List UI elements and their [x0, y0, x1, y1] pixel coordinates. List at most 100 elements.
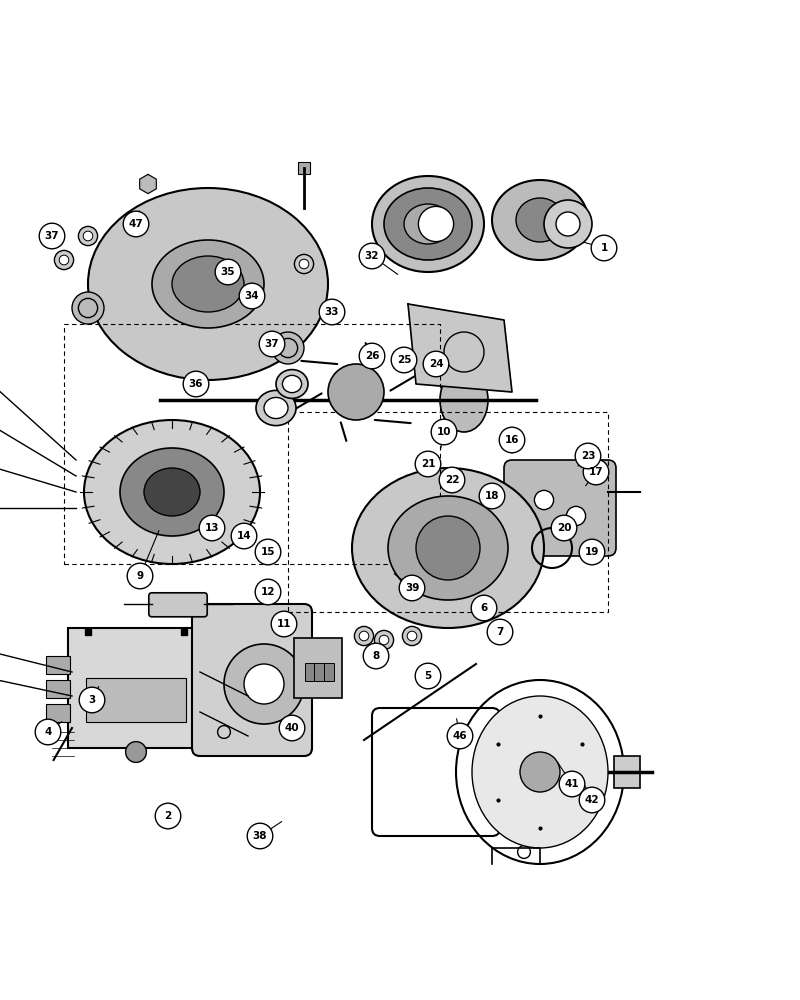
Circle shape	[583, 459, 609, 485]
Ellipse shape	[516, 198, 564, 242]
Circle shape	[239, 283, 265, 309]
Text: 15: 15	[261, 547, 275, 557]
Ellipse shape	[404, 204, 452, 244]
Text: 37: 37	[45, 231, 59, 241]
Text: 39: 39	[405, 583, 419, 593]
Circle shape	[231, 523, 257, 549]
Circle shape	[374, 630, 394, 650]
Circle shape	[155, 803, 181, 829]
Ellipse shape	[144, 468, 200, 516]
Text: 4: 4	[44, 727, 52, 737]
Circle shape	[575, 443, 601, 469]
Circle shape	[391, 347, 417, 373]
Text: 36: 36	[189, 379, 203, 389]
Text: 18: 18	[485, 491, 499, 501]
FancyBboxPatch shape	[294, 638, 342, 698]
Circle shape	[439, 467, 465, 493]
Ellipse shape	[388, 496, 508, 600]
Circle shape	[416, 516, 480, 580]
Text: 32: 32	[365, 251, 379, 261]
Circle shape	[354, 626, 374, 646]
Circle shape	[431, 419, 457, 445]
Circle shape	[279, 715, 305, 741]
Circle shape	[487, 619, 513, 645]
Circle shape	[423, 351, 449, 377]
Circle shape	[83, 231, 93, 241]
FancyBboxPatch shape	[614, 756, 640, 788]
Text: 3: 3	[88, 695, 96, 705]
Polygon shape	[140, 174, 156, 194]
Circle shape	[35, 719, 61, 745]
Circle shape	[126, 742, 146, 762]
Circle shape	[399, 575, 425, 601]
Text: 34: 34	[245, 291, 259, 301]
Circle shape	[54, 250, 74, 270]
Circle shape	[534, 490, 554, 510]
Circle shape	[244, 664, 284, 704]
Circle shape	[363, 643, 389, 669]
Circle shape	[415, 663, 441, 689]
Ellipse shape	[264, 397, 288, 419]
Text: 13: 13	[205, 523, 219, 533]
Circle shape	[199, 515, 225, 541]
FancyBboxPatch shape	[324, 663, 334, 681]
Circle shape	[402, 626, 422, 646]
Text: 22: 22	[445, 475, 459, 485]
Ellipse shape	[120, 448, 224, 536]
Text: 6: 6	[480, 603, 488, 613]
Ellipse shape	[256, 390, 296, 426]
Text: 2: 2	[164, 811, 172, 821]
Circle shape	[359, 243, 385, 269]
Ellipse shape	[352, 468, 544, 628]
Text: 41: 41	[565, 779, 579, 789]
Text: 25: 25	[397, 355, 411, 365]
Circle shape	[520, 752, 560, 792]
Text: 37: 37	[265, 339, 279, 349]
Circle shape	[418, 206, 454, 242]
FancyBboxPatch shape	[46, 656, 70, 674]
Circle shape	[39, 223, 65, 249]
Text: 24: 24	[429, 359, 443, 369]
Text: 21: 21	[421, 459, 435, 469]
Polygon shape	[408, 304, 512, 392]
Ellipse shape	[372, 176, 484, 272]
Text: 1: 1	[600, 243, 608, 253]
Circle shape	[299, 259, 309, 269]
FancyArrowPatch shape	[366, 343, 371, 362]
Ellipse shape	[88, 188, 328, 380]
FancyBboxPatch shape	[504, 460, 616, 556]
Circle shape	[479, 483, 505, 509]
Circle shape	[294, 254, 314, 274]
FancyBboxPatch shape	[68, 628, 204, 748]
Ellipse shape	[172, 256, 244, 312]
FancyBboxPatch shape	[149, 593, 207, 617]
Circle shape	[78, 226, 98, 246]
Circle shape	[499, 427, 525, 453]
Text: 38: 38	[253, 831, 267, 841]
Text: 10: 10	[437, 427, 451, 437]
FancyBboxPatch shape	[298, 162, 310, 174]
Text: 20: 20	[557, 523, 571, 533]
Text: 46: 46	[453, 731, 467, 741]
Circle shape	[127, 563, 153, 589]
Circle shape	[359, 631, 369, 641]
Circle shape	[579, 787, 605, 813]
FancyArrowPatch shape	[341, 422, 346, 441]
Text: 8: 8	[372, 651, 380, 661]
Ellipse shape	[472, 696, 608, 848]
Text: 40: 40	[285, 723, 299, 733]
Text: 19: 19	[585, 547, 599, 557]
Text: 35: 35	[221, 267, 235, 277]
Circle shape	[359, 343, 385, 369]
Text: 5: 5	[424, 671, 432, 681]
Ellipse shape	[492, 180, 588, 260]
Text: 23: 23	[581, 451, 595, 461]
Circle shape	[415, 451, 441, 477]
Circle shape	[556, 212, 580, 236]
Text: 33: 33	[325, 307, 339, 317]
Circle shape	[566, 506, 586, 526]
Circle shape	[59, 255, 69, 265]
Ellipse shape	[72, 292, 104, 324]
Ellipse shape	[84, 420, 260, 564]
Circle shape	[255, 579, 281, 605]
